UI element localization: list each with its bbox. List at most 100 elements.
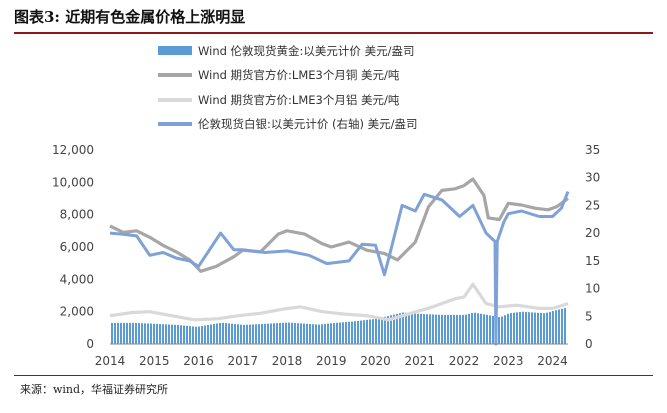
gold-bar: [465, 314, 467, 344]
gold-bar: [150, 323, 152, 344]
gold-bar: [180, 325, 182, 344]
gold-bar: [426, 314, 428, 344]
gold-bar: [528, 312, 530, 344]
legend-label-aluminum: Wind 期货官方价:LME3个月铝 美元/吨: [198, 93, 400, 107]
gold-bar: [333, 323, 335, 344]
gold-bar: [279, 322, 281, 344]
gold-bar: [420, 313, 422, 344]
gold-bar: [432, 314, 434, 344]
gold-bar: [159, 324, 161, 344]
gold-bars: [111, 308, 566, 344]
legend: Wind 伦敦现货黄金:以美元计价 美元/盎司 Wind 期货官方价:LME3个月…: [158, 44, 418, 131]
gold-bar: [285, 322, 287, 344]
gold-bar: [147, 323, 149, 344]
gold-bar: [129, 322, 131, 344]
y-right-tick-label: 10: [585, 282, 600, 296]
gold-bar: [132, 322, 134, 344]
gold-bar: [267, 323, 269, 344]
y-right-tick-label: 25: [585, 198, 600, 212]
gold-bar: [519, 311, 521, 344]
gold-bar: [501, 316, 503, 344]
gold-bar: [459, 314, 461, 344]
gold-bar: [288, 322, 290, 344]
gold-bar: [510, 313, 512, 344]
gold-bar: [309, 323, 311, 344]
gold-bar: [324, 323, 326, 344]
gold-bar: [189, 326, 191, 344]
gold-bar: [390, 315, 392, 344]
source-note: 来源：wind，华福证券研究所: [20, 383, 169, 396]
y-right-tick-label: 5: [585, 309, 593, 323]
gold-bar: [138, 323, 140, 344]
gold-bar: [480, 313, 482, 344]
gold-bar: [168, 324, 170, 344]
gold-bar: [360, 320, 362, 344]
gold-bar: [183, 325, 185, 344]
gold-bar: [456, 314, 458, 344]
gold-bar: [228, 323, 230, 344]
gold-bar: [399, 313, 401, 344]
gold-bar: [165, 324, 167, 344]
gold-bar: [423, 314, 425, 344]
gold-bar: [294, 322, 296, 344]
gold-bar: [384, 316, 386, 344]
gold-bar: [225, 323, 227, 344]
gold-bar: [561, 308, 563, 344]
gold-bar: [489, 315, 491, 344]
gold-bar: [492, 315, 494, 344]
gold-bar: [444, 314, 446, 344]
gold-bar: [237, 324, 239, 344]
gold-bar: [339, 322, 341, 344]
gold-bar: [450, 314, 452, 344]
gold-bar: [543, 313, 545, 344]
x-tick-label: 2022: [449, 354, 480, 368]
gold-bar: [474, 312, 476, 344]
y-left-tick-label: 0: [86, 337, 94, 351]
gold-bar: [219, 322, 221, 344]
gold-bar: [213, 323, 215, 344]
gold-bar: [348, 321, 350, 344]
source-rule: [14, 375, 653, 376]
x-tick-label: 2015: [139, 354, 170, 368]
legend-label-gold: Wind 伦敦现货黄金:以美元计价 美元/盎司: [198, 44, 414, 58]
gold-bar: [117, 322, 119, 344]
x-tick-label: 2019: [316, 354, 347, 368]
y-left-tick-label: 8,000: [60, 208, 94, 222]
figure-title: 图表3: 近期有色金属价格上涨明显: [14, 8, 246, 26]
gold-bar: [552, 310, 554, 344]
y-right-tick-label: 15: [585, 254, 600, 268]
gold-bar: [126, 322, 128, 344]
gold-bar: [153, 323, 155, 344]
gold-bar: [522, 311, 524, 344]
gold-bar: [135, 322, 137, 344]
gold-bar: [375, 318, 377, 344]
gold-bar: [303, 323, 305, 344]
gold-bar: [201, 326, 203, 344]
gold-bar: [507, 313, 509, 344]
gold-bar: [318, 324, 320, 344]
gold-bar: [123, 322, 125, 344]
gold-bar: [273, 323, 275, 344]
gold-bar: [192, 326, 194, 344]
y-left-tick-label: 2,000: [60, 305, 94, 319]
gold-bar: [447, 314, 449, 344]
gold-bar: [405, 312, 407, 344]
gold-bar: [342, 322, 344, 344]
gold-bar: [408, 312, 410, 344]
gold-bar: [156, 323, 158, 344]
axes: 0 2,000 4,000 6,000 8,000 10,000 12,000 0 5 10 15 2…: [52, 143, 600, 368]
title-rule: [14, 32, 653, 34]
x-tick-label: 2017: [227, 354, 258, 368]
gold-bar: [207, 325, 209, 344]
gold-bar: [315, 324, 317, 344]
gold-bar: [468, 313, 470, 344]
series-silver-line: [109, 191, 570, 346]
gold-bar: [354, 321, 356, 344]
gold-bar: [546, 312, 548, 344]
gold-bar: [255, 324, 257, 344]
y-right-tick-label: 0: [585, 337, 593, 351]
gold-bar: [336, 322, 338, 344]
gold-bar: [111, 322, 113, 344]
gold-bar: [162, 324, 164, 344]
y-left-tick-label: 12,000: [52, 143, 94, 157]
